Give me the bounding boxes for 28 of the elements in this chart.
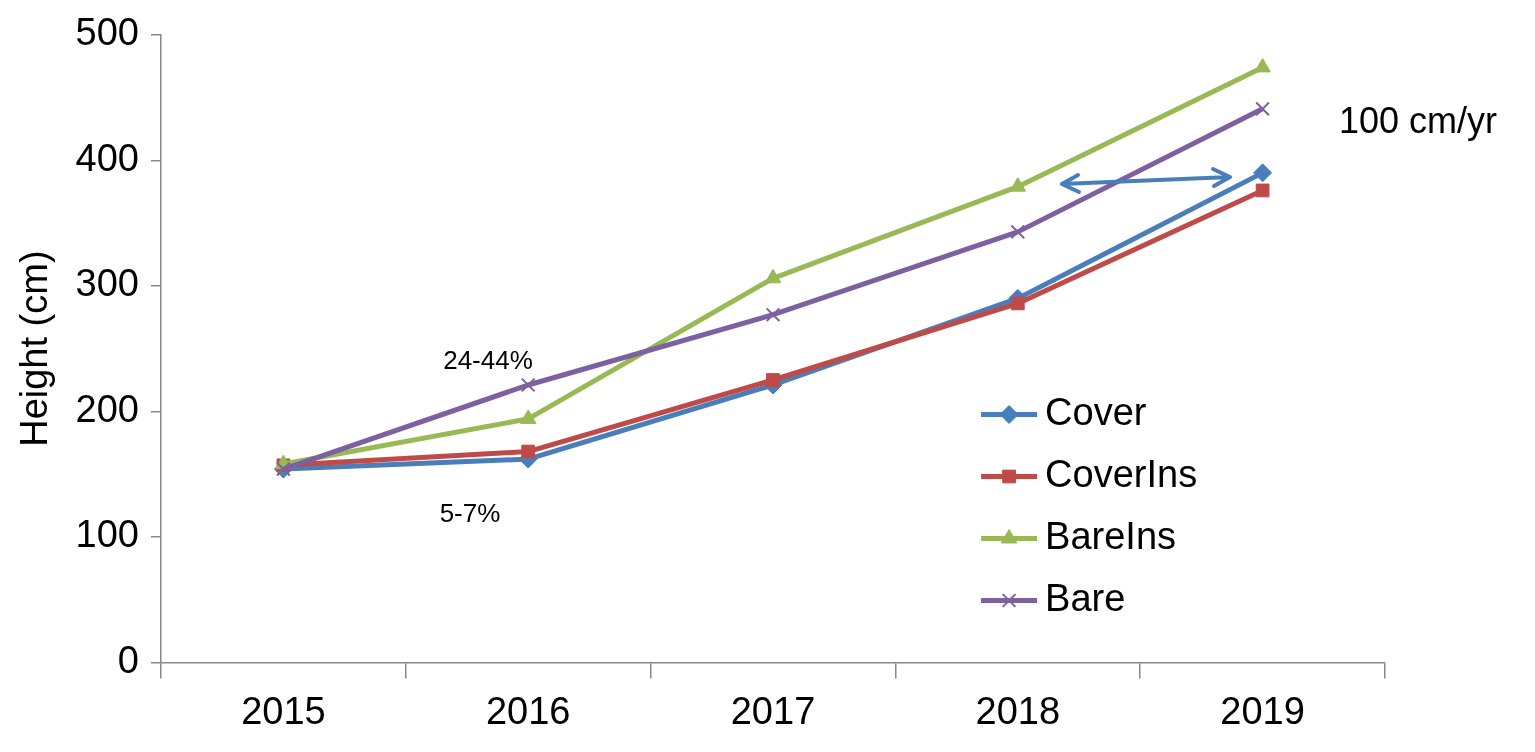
point <box>1010 296 1025 311</box>
x-tick-label: 2015 <box>241 689 326 732</box>
y-tick-label: 0 <box>117 638 139 681</box>
x-tick-label: 2019 <box>1220 689 1305 732</box>
point <box>765 307 781 323</box>
legend-label: Bare <box>1045 576 1126 619</box>
annotation: 100 cm/yr <box>1338 99 1498 141</box>
point <box>1010 224 1026 240</box>
y-axis-title: Height (cm) <box>13 250 56 447</box>
legend-label: Cover <box>1045 390 1147 433</box>
y-tick-label: 400 <box>75 136 139 179</box>
point <box>1253 163 1273 183</box>
y-tick-label: 100 <box>75 513 139 556</box>
point <box>1255 101 1270 117</box>
point <box>766 373 780 387</box>
point <box>520 377 536 393</box>
x-tick-label: 2016 <box>485 689 571 732</box>
x-tick-label: 2018 <box>975 689 1061 732</box>
annotation: 24-44% <box>443 345 533 376</box>
point <box>521 444 536 459</box>
y-tick-label: 500 <box>75 11 139 54</box>
legend-label: BareIns <box>1045 514 1177 557</box>
legend-label: CoverIns <box>1045 452 1198 495</box>
x-tick-label: 2017 <box>730 689 816 732</box>
annotation: 5-7% <box>439 498 501 529</box>
point <box>1255 183 1270 198</box>
y-tick-label: 200 <box>75 387 139 430</box>
y-tick-label: 300 <box>75 262 139 305</box>
